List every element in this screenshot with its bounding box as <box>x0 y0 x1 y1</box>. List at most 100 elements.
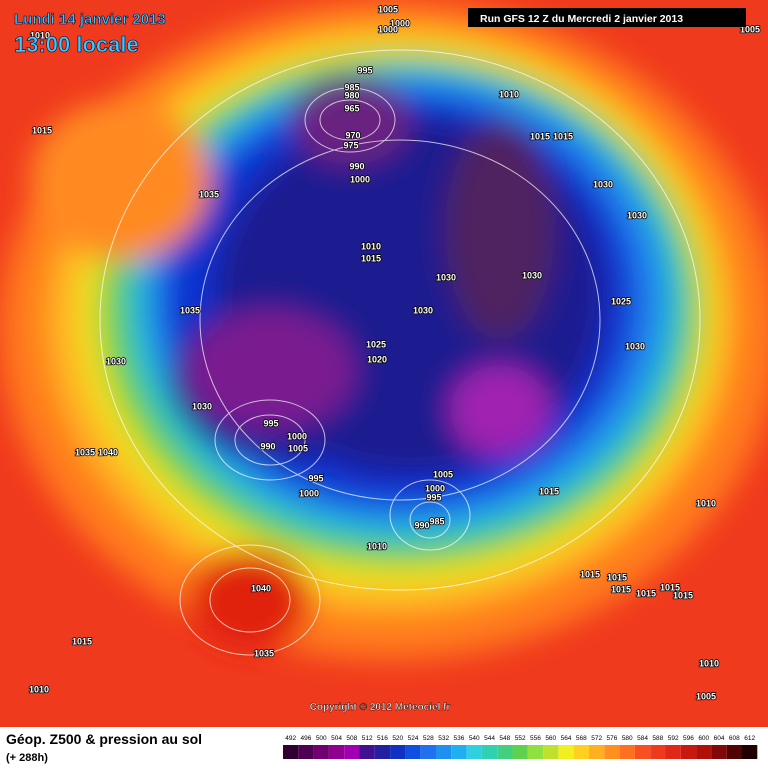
scale-swatch <box>634 745 651 759</box>
scale-label: 584 <box>637 735 648 742</box>
scale-label: 600 <box>698 735 709 742</box>
scale-swatch <box>543 745 559 759</box>
pressure-label: 1035 <box>199 189 219 199</box>
pressure-label: 1000 <box>425 483 445 493</box>
pressure-label: 1010 <box>699 658 719 668</box>
scale-label: 504 <box>331 735 342 742</box>
scale-label: 576 <box>607 735 618 742</box>
pressure-label: 995 <box>308 473 323 483</box>
pressure-label: 1015 <box>611 584 631 594</box>
pressure-label: 1010 <box>499 89 519 99</box>
pressure-label: 1030 <box>413 305 433 315</box>
scale-swatch <box>466 745 482 759</box>
scale-swatch <box>726 745 742 759</box>
scale-swatch <box>405 745 421 759</box>
pressure-label: 1000 <box>350 174 370 184</box>
scale-swatch <box>420 745 436 759</box>
pressure-label: 1030 <box>627 210 647 220</box>
pressure-label: 1030 <box>106 356 126 366</box>
scale-label: 608 <box>729 735 740 742</box>
pressure-label: 1015 <box>580 569 600 579</box>
pressure-label: 985 <box>429 516 444 526</box>
scale-label: 568 <box>576 735 587 742</box>
scale-label: 588 <box>652 735 663 742</box>
pressure-label: 1030 <box>625 341 645 351</box>
pressure-label: 1015 <box>72 636 92 646</box>
copyright: Copyright © 2012 Meteociel.fr <box>310 702 451 713</box>
scale-label: 496 <box>301 735 312 742</box>
scale-label: 596 <box>683 735 694 742</box>
scale-swatch <box>512 745 528 759</box>
scale-swatch <box>298 745 314 759</box>
scale-label: 560 <box>545 735 556 742</box>
pressure-label: 1005 <box>740 24 760 34</box>
scale-label: 564 <box>561 735 572 742</box>
pressure-label: 1010 <box>367 541 387 551</box>
pressure-label: 1025 <box>366 339 386 349</box>
scale-swatch <box>696 745 712 759</box>
scale-swatch <box>711 745 727 759</box>
pressure-label: 1000 <box>287 431 307 441</box>
scale-label: 592 <box>668 735 679 742</box>
scale-label: 572 <box>591 735 602 742</box>
pressure-label: 990 <box>260 441 275 451</box>
pressure-label: 1000 <box>299 488 319 498</box>
pressure-label: 995 <box>263 418 278 428</box>
pressure-label: 1040 <box>98 447 118 457</box>
scale-label: 612 <box>744 735 755 742</box>
pressure-label: 985 <box>344 82 359 92</box>
scale-swatch <box>619 745 635 759</box>
scale-swatch <box>436 745 452 759</box>
pressure-label: 1035 <box>75 447 95 457</box>
scale-swatch <box>558 745 574 759</box>
run-info: Run GFS 12 Z du Mercredi 2 janvier 2013 <box>480 13 683 25</box>
pressure-label: 990 <box>414 520 429 530</box>
pressure-label: 1040 <box>251 583 271 593</box>
scale-label: 544 <box>484 735 495 742</box>
scale-swatch <box>344 745 360 759</box>
scale-swatch <box>665 745 681 759</box>
scale-label: 516 <box>377 735 388 742</box>
pressure-label: 1010 <box>696 498 716 508</box>
scale-swatch <box>283 745 299 759</box>
scale-label: 532 <box>438 735 449 742</box>
pressure-label: 1005 <box>378 4 398 14</box>
scale-label: 580 <box>622 735 633 742</box>
pressure-label: 1030 <box>192 401 212 411</box>
scale-swatch <box>650 745 666 759</box>
scale-swatch <box>359 745 375 759</box>
scale-swatch <box>390 745 406 759</box>
pressure-label: 990 <box>349 161 364 171</box>
scale-swatch <box>451 745 467 759</box>
pressure-label: 1000 <box>378 24 398 34</box>
map-field <box>0 0 768 727</box>
pressure-label: 1020 <box>367 354 387 364</box>
pressure-label: 1035 <box>254 648 274 658</box>
pressure-label: 1030 <box>436 272 456 282</box>
pressure-label: 995 <box>426 492 441 502</box>
time-title: 13:00 locale <box>14 32 139 57</box>
pressure-label: 1005 <box>288 443 308 453</box>
scale-swatch <box>527 745 544 759</box>
pressure-label: 1015 <box>361 253 381 263</box>
scale-swatch <box>374 745 391 759</box>
scale-swatch <box>328 745 345 759</box>
pressure-label: 970 <box>345 130 360 140</box>
run-box <box>468 8 746 27</box>
pressure-label: 1015 <box>539 486 559 496</box>
scale-label: 512 <box>362 735 373 742</box>
pressure-label: 1015 <box>636 588 656 598</box>
pressure-label: 1010 <box>30 30 50 40</box>
color-scale: 492 496 500 504 508 512 516 520 524 528 532 536 540 5… <box>283 735 758 759</box>
pressure-label: 995 <box>357 65 372 75</box>
scale-swatch <box>481 745 498 759</box>
scale-label: 524 <box>408 735 419 742</box>
pressure-labels: 1005100010001010995985980965970975101010… <box>28 4 761 703</box>
scale-swatch <box>604 745 620 759</box>
scale-label: 552 <box>515 735 526 742</box>
scale-label: 604 <box>714 735 725 742</box>
scale-label: 540 <box>469 735 480 742</box>
scale-label: 500 <box>316 735 327 742</box>
scale-label: 528 <box>423 735 434 742</box>
